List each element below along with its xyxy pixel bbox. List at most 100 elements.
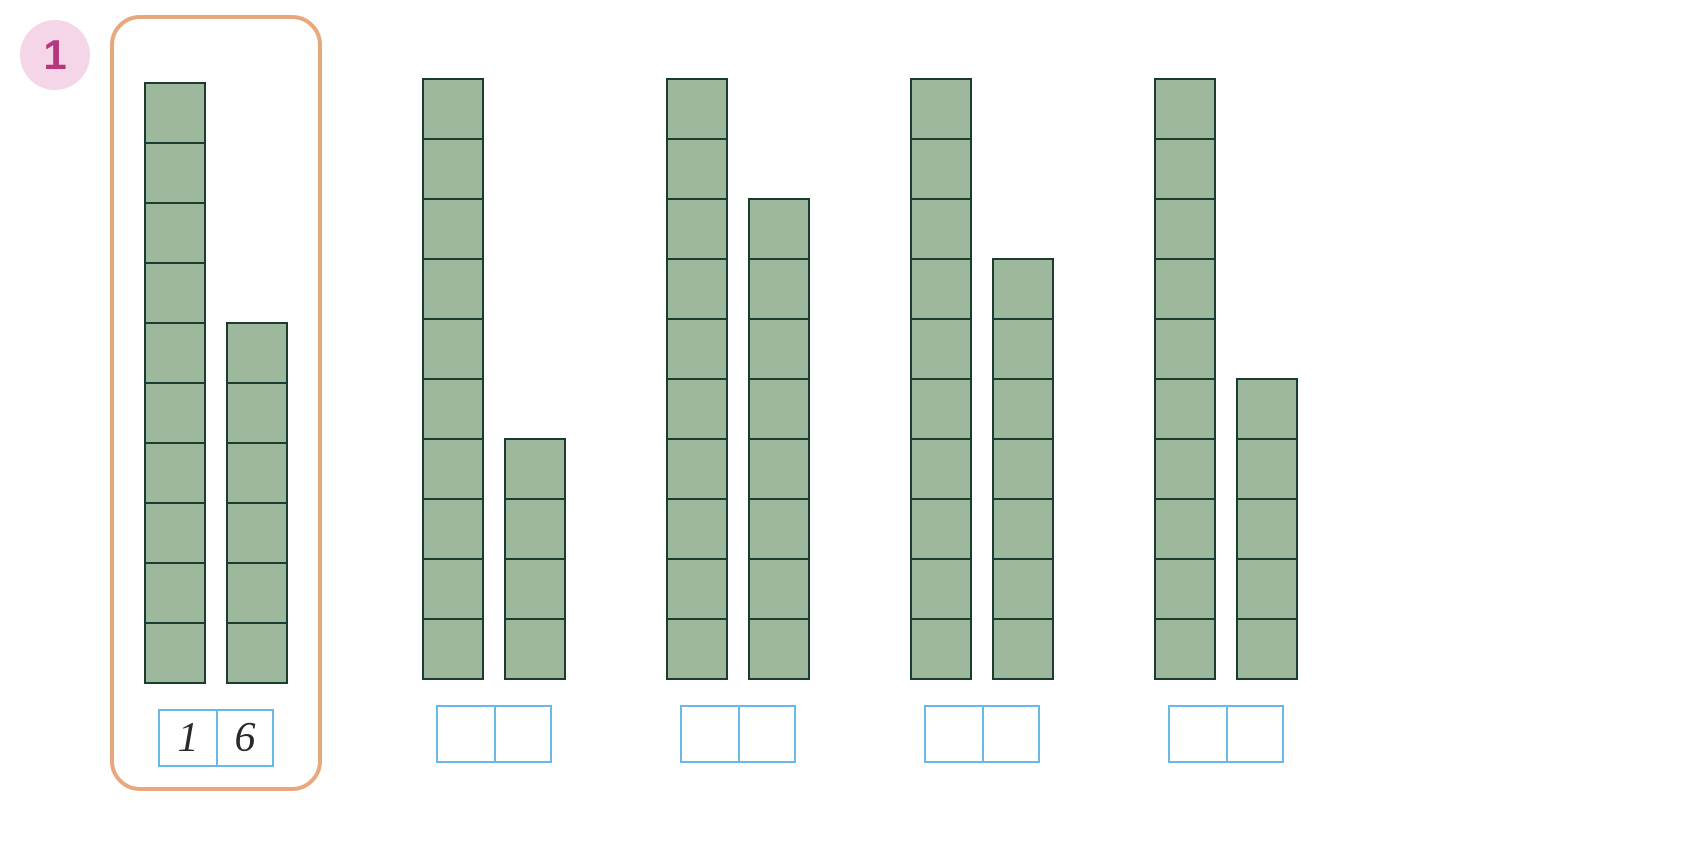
block — [144, 622, 206, 684]
block — [422, 138, 484, 200]
block — [1154, 618, 1216, 680]
block — [1236, 618, 1298, 680]
answer-cell-1[interactable] — [738, 705, 796, 763]
block — [748, 438, 810, 500]
block — [748, 618, 810, 680]
answer-cell-1: 6 — [216, 709, 274, 767]
answer-box — [436, 705, 552, 763]
block — [504, 618, 566, 680]
answer-cell-1[interactable] — [1226, 705, 1284, 763]
block — [992, 618, 1054, 680]
bar-1 — [1236, 378, 1298, 680]
bar-0 — [144, 82, 206, 684]
block — [666, 258, 728, 320]
block — [1154, 138, 1216, 200]
exercise-number-badge: 1 — [20, 20, 90, 90]
block — [910, 138, 972, 200]
block — [666, 558, 728, 620]
block — [226, 622, 288, 684]
block — [992, 258, 1054, 320]
block — [910, 318, 972, 380]
block — [992, 438, 1054, 500]
block — [1154, 438, 1216, 500]
block — [422, 258, 484, 320]
block — [910, 378, 972, 440]
block — [1154, 318, 1216, 380]
block — [666, 618, 728, 680]
answer-cell-1[interactable] — [494, 705, 552, 763]
block — [226, 562, 288, 624]
example-group: 16 — [110, 15, 322, 791]
block — [422, 618, 484, 680]
block — [992, 558, 1054, 620]
bar-0 — [422, 78, 484, 680]
block — [992, 498, 1054, 560]
block — [666, 438, 728, 500]
bars-row — [910, 40, 1054, 680]
bar-0 — [1154, 78, 1216, 680]
block — [992, 318, 1054, 380]
block — [1236, 438, 1298, 500]
block — [144, 262, 206, 324]
block — [226, 382, 288, 444]
block — [748, 198, 810, 260]
answer-cell-0[interactable] — [680, 705, 738, 763]
block — [422, 558, 484, 620]
answer-cell-1[interactable] — [982, 705, 1040, 763]
block — [1236, 378, 1298, 440]
block — [144, 502, 206, 564]
block — [910, 258, 972, 320]
bar-0 — [666, 78, 728, 680]
block — [144, 382, 206, 444]
answer-cell-0[interactable] — [924, 705, 982, 763]
bars-row — [422, 40, 566, 680]
block — [748, 258, 810, 320]
block — [504, 498, 566, 560]
bar-0 — [910, 78, 972, 680]
block — [144, 442, 206, 504]
block — [748, 318, 810, 380]
block — [226, 442, 288, 504]
block — [226, 322, 288, 384]
block — [1154, 258, 1216, 320]
block — [144, 202, 206, 264]
groups-container: 16 — [110, 40, 1298, 791]
block — [666, 498, 728, 560]
block — [144, 322, 206, 384]
answer-box — [924, 705, 1040, 763]
bar-1 — [748, 198, 810, 680]
block — [666, 138, 728, 200]
bars-row — [1154, 40, 1298, 680]
bars-row — [666, 40, 810, 680]
block — [504, 558, 566, 620]
bar-1 — [504, 438, 566, 680]
group-4 — [1154, 40, 1298, 763]
block — [422, 318, 484, 380]
answer-box — [1168, 705, 1284, 763]
block — [1154, 498, 1216, 560]
block — [748, 378, 810, 440]
block — [422, 498, 484, 560]
block — [422, 198, 484, 260]
block — [910, 618, 972, 680]
answer-cell-0[interactable] — [436, 705, 494, 763]
bar-1 — [226, 322, 288, 684]
block — [1236, 558, 1298, 620]
block — [910, 78, 972, 140]
block — [666, 378, 728, 440]
bar-1 — [992, 258, 1054, 680]
group-1 — [422, 40, 566, 763]
block — [666, 318, 728, 380]
block — [910, 498, 972, 560]
block — [910, 558, 972, 620]
answer-box — [680, 705, 796, 763]
block — [992, 378, 1054, 440]
block — [1154, 378, 1216, 440]
block — [144, 82, 206, 144]
block — [1236, 498, 1298, 560]
answer-cell-0[interactable] — [1168, 705, 1226, 763]
block — [422, 78, 484, 140]
block — [422, 378, 484, 440]
block — [1154, 558, 1216, 620]
block — [144, 142, 206, 204]
